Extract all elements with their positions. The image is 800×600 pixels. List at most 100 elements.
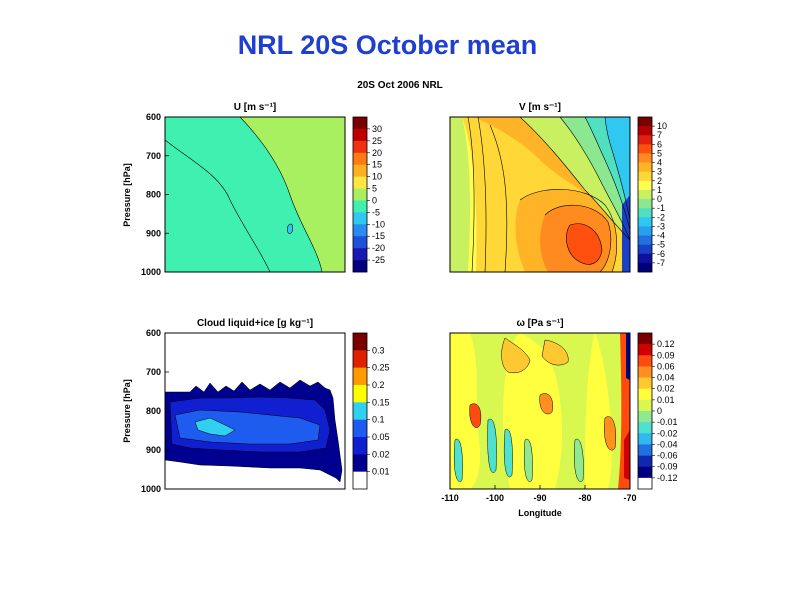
- u-closed-contour: [287, 223, 293, 234]
- cloud-colorbar-swatch: [353, 385, 367, 403]
- panel-cloud-field: [165, 333, 345, 489]
- v-colorbar-swatch: [638, 235, 652, 245]
- cloud-colorbar-swatch: [353, 367, 367, 386]
- omega-colorbar-label: 0.01: [657, 395, 675, 405]
- u-colorbar-frame: [352, 116, 368, 273]
- u-colorbar-label: 30: [372, 124, 382, 134]
- u-colorbar-label: 10: [372, 172, 382, 182]
- v-colorbar-label: 1: [657, 185, 662, 195]
- omega-colorbar-label: 0.04: [657, 373, 675, 383]
- u-y-tick-label: 900: [146, 228, 161, 238]
- panel-omega-xlabel: Longitude: [518, 508, 562, 518]
- u-level-0: [240, 117, 345, 272]
- u-y-tick-label: 700: [146, 151, 161, 161]
- omega-colorbar-label: -0.04: [657, 439, 678, 449]
- v-colorbar-swatch: [638, 208, 652, 218]
- panel-v-frame: [449, 116, 631, 273]
- panel-omega-field: [450, 333, 630, 489]
- v-colorbar-label: 2: [657, 176, 662, 186]
- omega-colorbar-swatch: [638, 411, 652, 423]
- panel-cloud-y-ticks: 600 700 800 900 1000: [141, 328, 169, 494]
- v-colorbar-swatch: [638, 135, 652, 145]
- omega-colorbar-label: 0: [657, 406, 662, 416]
- omega-colorbar-swatch: [638, 444, 652, 456]
- cloud-colorbar-label: 0.25: [372, 363, 390, 373]
- u-colorbar-label: 20: [372, 148, 382, 158]
- omega-colorbar-swatch: [638, 466, 652, 479]
- u-colorbar-swatch: [353, 212, 367, 225]
- cloud-colorbar-swatch: [353, 454, 367, 472]
- panel-v-title: V [m s⁻¹]: [519, 102, 561, 113]
- v-colorbar-label: -3: [657, 221, 665, 231]
- omega-x-tick-label: -100: [486, 493, 504, 503]
- v-level-5: [566, 223, 602, 265]
- omega-colorbar-swatch: [638, 422, 652, 434]
- omega-level-minus0.02: [454, 438, 463, 482]
- v-colorbar-swatch: [638, 199, 652, 209]
- v-colorbar-label: -1: [657, 203, 665, 213]
- v-colorbar-label: -5: [657, 240, 665, 250]
- v-colorbar-swatch: [638, 189, 652, 200]
- omega-level-0.04: [539, 393, 553, 415]
- cloud-colorbar-swatch: [353, 437, 367, 455]
- u-colorbar-swatch: [353, 140, 367, 154]
- omega-colorbar-swatch: [638, 399, 652, 412]
- omega-colorbar-label: 0.06: [657, 361, 675, 371]
- v-colorbar-swatch: [638, 217, 652, 227]
- v-contour: [489, 124, 508, 272]
- v-contour: [467, 117, 475, 272]
- panel-omega-x-ticks: -110 -100 -90 -80 -70: [441, 485, 637, 503]
- omega-level-minus0.02: [504, 428, 513, 478]
- omega-colorbar-swatch: [638, 344, 652, 356]
- u-contour: [165, 139, 271, 272]
- cloud-colorbar-label: 0.2: [372, 380, 385, 390]
- figure-suptitle: 20S Oct 2006 NRL: [357, 80, 443, 91]
- u-colorbar-swatch: [353, 176, 367, 189]
- omega-colorbar-label: -0.12: [657, 473, 678, 483]
- v-colorbar-swatch: [638, 126, 652, 136]
- v-colorbar-label: -6: [657, 249, 665, 259]
- v-colorbar-label: 0: [657, 194, 662, 204]
- omega-x-tick-label: -70: [623, 493, 636, 503]
- omega-colorbar-swatch: [638, 455, 652, 468]
- u-colorbar-swatch: [353, 117, 367, 130]
- omega-level-minus0.01: [574, 438, 584, 482]
- panel-u-y-ticks: 600 700 800 900 1000: [141, 112, 169, 277]
- panel-cloud: Cloud liquid+ice [g kg⁻¹] 600 700 800 900 10…: [122, 318, 390, 494]
- v-level-minus6: [622, 195, 630, 272]
- panel-u-colorbar: 30 25 20 15 10 50 -5 -10 -15 -20 -25: [352, 116, 385, 273]
- u-colorbar-label: -5: [372, 207, 380, 217]
- cloud-colorbar-swatch: [353, 350, 367, 368]
- cloud-y-tick-label: 900: [146, 445, 161, 455]
- cloud-colorbar-swatch: [353, 419, 367, 438]
- v-colorbar-swatch: [638, 226, 652, 236]
- cloud-colorbar-label: 0.15: [372, 397, 390, 407]
- panel-cloud-title: Cloud liquid+ice [g kg⁻¹]: [197, 318, 313, 329]
- v-contour: [604, 117, 630, 221]
- u-colorbar-swatch: [353, 224, 367, 237]
- panel-u-field: [165, 117, 345, 272]
- cloud-level-0.1: [194, 417, 236, 437]
- omega-level-0.09: [624, 430, 630, 480]
- v-colorbar-swatch: [638, 171, 652, 182]
- u-y-tick-label: 1000: [141, 267, 161, 277]
- u-contour: [239, 117, 323, 272]
- omega-colorbar-label: -0.06: [657, 451, 678, 461]
- v-colorbar-swatch: [638, 244, 652, 255]
- v-contour: [584, 117, 630, 231]
- u-colorbar-label: 15: [372, 160, 382, 170]
- omega-level-0.01: [585, 333, 612, 489]
- omega-level-0.02: [501, 337, 531, 374]
- panel-cloud-ylabel: Pressure [hPa]: [122, 379, 132, 443]
- u-colorbar-swatch: [353, 236, 367, 249]
- panel-cloud-colorbar: 0.3 0.25 0.2 0.15 0.1 0.05 0.02 0.01: [352, 332, 390, 490]
- v-colorbar-swatch: [638, 117, 652, 127]
- v-colorbar-label: 6: [657, 139, 662, 149]
- panel-u-title: U [m s⁻¹]: [234, 102, 277, 113]
- omega-colorbar-label: 0.02: [657, 384, 675, 394]
- u-colorbar-label: 5: [372, 184, 377, 194]
- v-contour: [566, 223, 603, 265]
- u-y-tick-label: 600: [146, 112, 161, 122]
- v-colorbar-swatch: [638, 262, 652, 273]
- u-colorbar-label: 0: [372, 195, 377, 205]
